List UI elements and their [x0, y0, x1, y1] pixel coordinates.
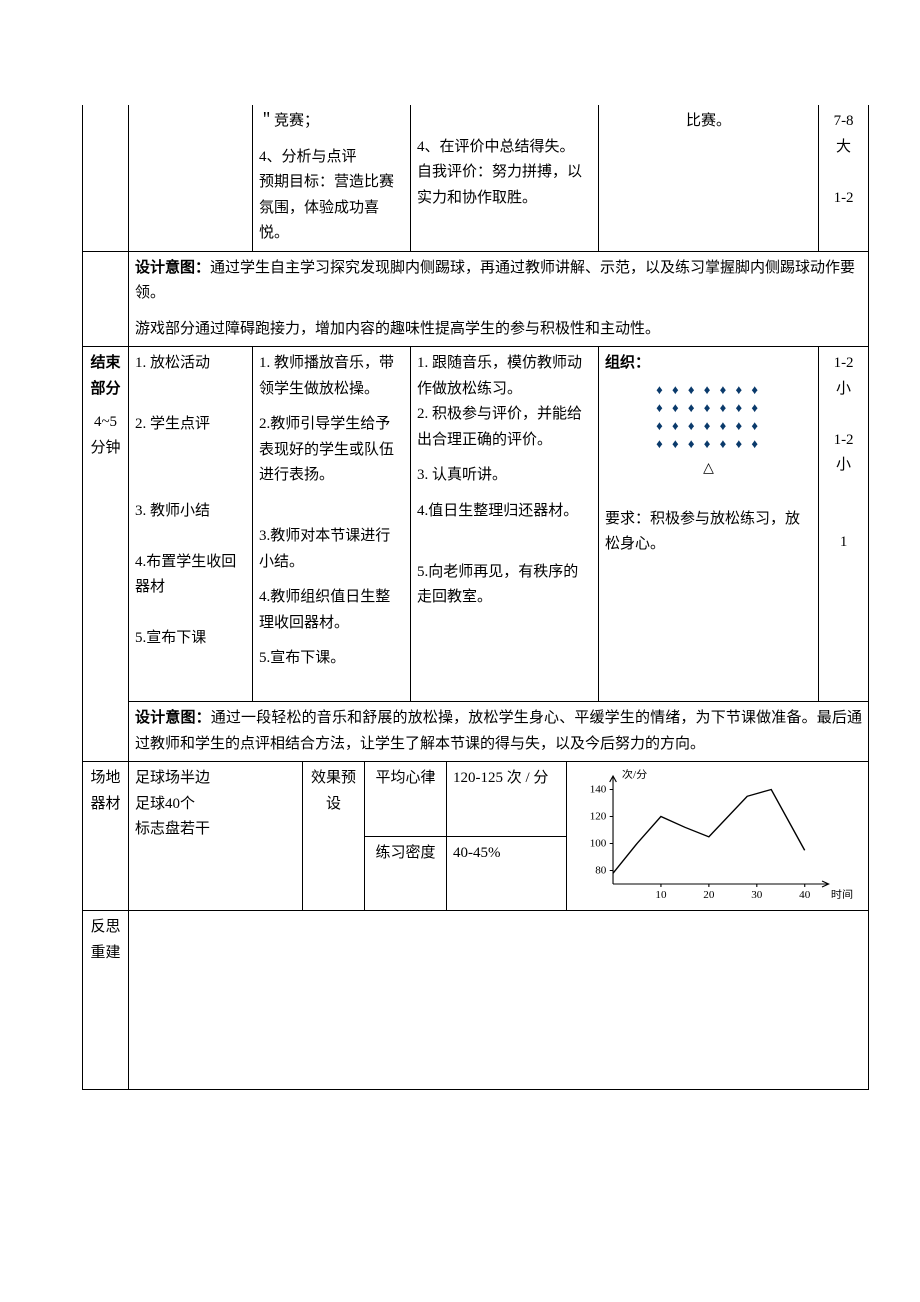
value: 120-125 次 / 分: [453, 770, 548, 786]
row-ending-section: 结束部分 4~5分钟 1. 放松活动 2. 学生点评 3. 教师小结 4.布置学…: [83, 347, 869, 702]
svg-text:次/分: 次/分: [622, 769, 648, 781]
text: 5.宣布下课: [135, 626, 246, 652]
text: 5.宣布下课。: [259, 646, 404, 672]
section-label-ending: 结束部分 4~5分钟: [83, 347, 129, 762]
label-time: 4~5分钟: [89, 410, 122, 461]
text: 1-2: [825, 428, 862, 454]
formation-row: ♦ ♦ ♦ ♦ ♦ ♦ ♦: [605, 435, 812, 453]
reflection-label: 反思重建: [83, 911, 129, 1090]
density-value-cell: 40-45%: [447, 836, 567, 911]
text: 1-2: [825, 186, 862, 212]
text: 3. 认真听讲。: [417, 463, 592, 489]
formation-row: ♦ ♦ ♦ ♦ ♦ ♦ ♦: [605, 381, 812, 399]
text: 4.教师组织值日生整理收回器材。: [259, 585, 404, 636]
text: 2. 积极参与评价，并能给出合理正确的评价。: [417, 402, 592, 453]
design-intent-cell: 设计意图：通过学生自主学习探究发现脚内侧踢球，再通过教师讲解、示范，以及练习掌握…: [129, 251, 869, 347]
svg-text:80: 80: [595, 866, 606, 876]
intent-text: 通过学生自主学习探究发现脚内侧踢球，再通过教师讲解、示范，以及练习掌握脚内侧踢球…: [135, 260, 855, 302]
hr-value-cell: 120-125 次 / 分: [447, 762, 567, 837]
equipment-list: 足球场半边 足球40个 标志盘若干: [129, 762, 303, 911]
intent-text: 通过一段轻松的音乐和舒展的放松操，放松学生身心、平缓学生的情绪，为下节课做准备。…: [135, 710, 862, 752]
intent-label: 设计意图：: [135, 260, 210, 276]
text: 1. 教师播放音乐，带领学生做放松操。: [259, 351, 404, 402]
text: 小: [825, 453, 862, 479]
formation-diagram: ♦ ♦ ♦ ♦ ♦ ♦ ♦ ♦ ♦ ♦ ♦ ♦ ♦ ♦ ♦ ♦ ♦ ♦ ♦ ♦ …: [605, 381, 812, 454]
effect-label: 效果预设: [303, 762, 365, 911]
density-label-cell: 练习密度: [365, 836, 447, 911]
text: 1. 跟随音乐，模仿教师动作做放松练习。: [417, 351, 592, 402]
label: 结束部分: [89, 351, 122, 402]
section-label-cont: [83, 105, 129, 251]
intent-label: 设计意图：: [135, 710, 211, 726]
chart-cell: 80 100 120 140 10 20 30 40 次/分时间: [567, 762, 869, 911]
col-organization: 比赛。: [599, 105, 819, 251]
text: 小: [825, 377, 862, 403]
svg-text:10: 10: [655, 890, 666, 900]
text: 1-2: [825, 351, 862, 377]
text: 自我评价：努力拼搏，以实力和协作取胜。: [417, 160, 592, 211]
col-intensity: 7-8 大 1-2: [819, 105, 869, 251]
svg-text:30: 30: [751, 890, 762, 900]
text: 2. 学生点评: [135, 412, 246, 438]
label: 反思重建: [90, 919, 120, 961]
col-teacher-activity: ＂竞赛； 4、分析与点评 预期目标：营造比赛氛围，体验成功喜悦。: [253, 105, 411, 251]
label: 练习密度: [376, 845, 436, 861]
ending-intensity: 1-2 小 1-2 小 1: [819, 347, 869, 702]
row-continuation: ＂竞赛； 4、分析与点评 预期目标：营造比赛氛围，体验成功喜悦。 4、在评价中总…: [83, 105, 869, 251]
label: 平均心律: [376, 770, 436, 786]
row-equipment: 场地器材 足球场半边 足球40个 标志盘若干 效果预设 平均心律 120-125…: [83, 762, 869, 837]
formation-row: ♦ ♦ ♦ ♦ ♦ ♦ ♦: [605, 399, 812, 417]
col-student-activity: 4、在评价中总结得失。 自我评价：努力拼搏，以实力和协作取胜。: [411, 105, 599, 251]
design-intent-cell-2: 设计意图：通过一段轻松的音乐和舒展的放松操，放松学生身心、平缓学生的情绪，为下节…: [129, 702, 869, 762]
heart-rate-chart: 80 100 120 140 10 20 30 40 次/分时间: [573, 766, 862, 906]
text: 4、分析与点评: [259, 145, 404, 171]
text: 1: [825, 530, 862, 556]
row-reflection: 反思重建: [83, 911, 869, 1090]
text: 大: [825, 135, 862, 161]
text: 3. 教师小结: [135, 499, 246, 525]
document-page: ＂竞赛； 4、分析与点评 预期目标：营造比赛氛围，体验成功喜悦。 4、在评价中总…: [0, 0, 920, 1090]
text: 预期目标：营造比赛氛围，体验成功喜悦。: [259, 170, 404, 247]
value: 40-45%: [453, 845, 501, 861]
text: 4、在评价中总结得失。: [417, 135, 592, 161]
svg-text:20: 20: [703, 890, 714, 900]
ending-organization: 组织： ♦ ♦ ♦ ♦ ♦ ♦ ♦ ♦ ♦ ♦ ♦ ♦ ♦ ♦ ♦ ♦ ♦ ♦ …: [599, 347, 819, 702]
requirement-text: 要求：积极参与放松练习，放松身心。: [605, 507, 812, 558]
text: 4.值日生整理归还器材。: [417, 499, 592, 525]
intent-text2: 游戏部分通过障碍跑接力，增加内容的趣味性提高学生的参与积极性和主动性。: [135, 317, 862, 343]
svg-text:40: 40: [799, 890, 810, 900]
text: 2.教师引导学生给予表现好的学生或队伍进行表扬。: [259, 412, 404, 489]
col-content-1: [129, 105, 253, 251]
label: 场地器材: [90, 770, 120, 812]
equipment-label: 场地器材: [83, 762, 129, 911]
svg-text:100: 100: [590, 839, 607, 849]
svg-text:140: 140: [590, 785, 607, 795]
ending-student: 1. 跟随音乐，模仿教师动作做放松练习。 2. 积极参与评价，并能给出合理正确的…: [411, 347, 599, 702]
text: 足球40个: [135, 792, 296, 818]
text: 4.布置学生收回器材: [135, 550, 246, 601]
row-design-intent-2: 设计意图：通过一段轻松的音乐和舒展的放松操，放松学生身心、平缓学生的情绪，为下节…: [83, 702, 869, 762]
label: 效果预设: [311, 770, 356, 812]
svg-text:120: 120: [590, 812, 607, 822]
lesson-plan-table: ＂竞赛； 4、分析与点评 预期目标：营造比赛氛围，体验成功喜悦。 4、在评价中总…: [82, 105, 869, 1090]
ending-teacher: 1. 教师播放音乐，带领学生做放松操。 2.教师引导学生给予表现好的学生或队伍进…: [253, 347, 411, 702]
row-design-intent-1: 设计意图：通过学生自主学习探究发现脚内侧踢球，再通过教师讲解、示范，以及练习掌握…: [83, 251, 869, 347]
text: 足球场半边: [135, 766, 296, 792]
text: 7-8: [825, 109, 862, 135]
text: 标志盘若干: [135, 817, 296, 843]
svg-text:时间: 时间: [831, 889, 853, 901]
section-label-cont2: [83, 251, 129, 347]
formation-row: ♦ ♦ ♦ ♦ ♦ ♦ ♦: [605, 417, 812, 435]
org-label: 组织：: [605, 355, 650, 371]
text: ＂竞赛；: [259, 109, 404, 135]
text: 1. 放松活动: [135, 351, 246, 377]
text: 5.向老师再见，有秩序的走回教室。: [417, 560, 592, 611]
text: 比赛。: [686, 113, 731, 129]
text: 3.教师对本节课进行小结。: [259, 524, 404, 575]
hr-label-cell: 平均心律: [365, 762, 447, 837]
reflection-content: [129, 911, 869, 1090]
ending-content: 1. 放松活动 2. 学生点评 3. 教师小结 4.布置学生收回器材 5.宣布下…: [129, 347, 253, 702]
teacher-marker: △: [605, 457, 812, 481]
